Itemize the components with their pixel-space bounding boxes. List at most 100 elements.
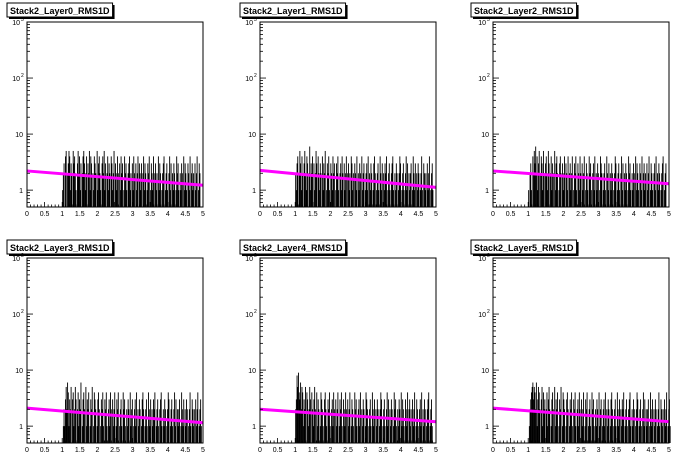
histogram-bin [115, 173, 117, 207]
histogram-bin [327, 399, 329, 443]
histogram-bin [345, 409, 347, 443]
x-tick-label: 1.5 [308, 447, 318, 454]
histogram-bin [127, 399, 129, 443]
histogram-bin [81, 173, 83, 207]
histogram-bin [359, 163, 361, 207]
histogram-bin [611, 163, 613, 207]
histogram-bin [631, 409, 633, 443]
histogram-bin [574, 392, 576, 443]
histogram-bin [654, 163, 656, 207]
histogram-bin [630, 190, 632, 207]
histogram-bin [65, 386, 67, 443]
x-tick-label: 5 [434, 447, 438, 454]
histogram-bin [555, 163, 557, 207]
histogram-bin [363, 163, 365, 207]
histogram-bin [324, 150, 326, 207]
histogram-bin [613, 426, 615, 443]
histogram-bin [603, 399, 605, 443]
histogram-bin [626, 426, 628, 443]
histogram-bin [64, 426, 66, 443]
x-tick-label: 2.5 [343, 447, 353, 454]
histogram-bin [390, 426, 392, 443]
histogram-bin [321, 409, 323, 443]
histogram-bin [145, 409, 147, 443]
y-tick-label: 10 [478, 76, 486, 83]
histogram-bin [347, 399, 349, 443]
histogram-bin [70, 163, 72, 207]
histogram-bin [312, 409, 313, 443]
histogram-bin [69, 409, 71, 443]
histogram-bin [174, 173, 176, 207]
histogram-bin [133, 156, 135, 207]
histogram-bin [429, 426, 431, 443]
histogram-bin [408, 409, 410, 443]
histogram-bin [82, 399, 84, 443]
histogram-bin [318, 173, 320, 207]
histogram-bin [318, 409, 320, 443]
histogram-bin [119, 190, 121, 207]
histogram-bin [600, 409, 601, 443]
x-tick-label: 1.5 [541, 447, 551, 454]
x-tick-label: 4.5 [414, 447, 424, 454]
histogram-bin [103, 173, 104, 207]
histogram-bin [566, 190, 568, 207]
histogram-bin [176, 173, 178, 207]
histogram-bin [622, 409, 624, 443]
histogram-bin [303, 163, 305, 207]
x-tick-label: 4 [399, 211, 403, 218]
histogram-bin [150, 399, 152, 443]
fit-line [259, 407, 437, 424]
histogram-bin [543, 409, 545, 443]
histogram-bin [405, 399, 406, 443]
histogram-bin [190, 426, 192, 443]
histogram-bin [305, 173, 306, 207]
histogram-bin [592, 173, 594, 207]
histogram-bin [603, 173, 605, 207]
histogram-bin [77, 150, 79, 207]
histogram-bin [138, 399, 140, 443]
x-tick-label: 2 [328, 447, 332, 454]
x-tick-label: 5 [434, 211, 438, 218]
histogram-bin [558, 190, 560, 207]
histogram-bin [344, 426, 346, 443]
histogram-bin [380, 173, 382, 207]
histogram-bin [542, 190, 544, 207]
histogram-bin [534, 392, 536, 443]
histogram-bin [295, 173, 297, 207]
histogram-bin [93, 392, 95, 443]
histogram-bin [102, 156, 104, 207]
histogram-bin [136, 190, 138, 207]
histogram-bin [593, 426, 595, 443]
histogram-bin [647, 173, 649, 207]
histogram-bin [364, 426, 366, 443]
histogram-bin [646, 426, 648, 443]
histogram-bin [415, 426, 417, 443]
histogram-bin [121, 426, 123, 443]
histogram-panel: Stack2_Layer4_RMS1D 0 0.5 1 1.5 2 2.5 3 3.5 4 4.5 5… [239, 239, 438, 454]
x-tick-label: 3 [131, 211, 135, 218]
histogram-bin [153, 399, 154, 443]
histogram-bin [567, 409, 569, 443]
histogram-bin [296, 163, 298, 207]
histogram-bin [102, 392, 104, 443]
fit-line [259, 168, 437, 189]
histogram-bin [134, 409, 135, 443]
histogram-bin [579, 409, 581, 443]
histogram-bin [86, 156, 88, 207]
histogram-bin [376, 399, 378, 443]
histogram-bin [317, 156, 319, 207]
histogram-bin [69, 156, 71, 207]
histogram-bin [635, 426, 637, 443]
histogram-bin [650, 409, 652, 443]
histogram-bin [591, 392, 593, 443]
histogram-bin [358, 190, 360, 207]
histogram-bin [69, 399, 71, 443]
histogram-bin [531, 392, 532, 443]
histogram-bin [362, 399, 364, 443]
histogram-bin [402, 399, 404, 443]
x-tick-label: 0.5 [40, 447, 50, 454]
histogram-bin [148, 173, 149, 207]
histogram-bin [427, 190, 429, 207]
histogram-bin [370, 163, 372, 207]
y-tick-label: 1 [252, 424, 256, 431]
